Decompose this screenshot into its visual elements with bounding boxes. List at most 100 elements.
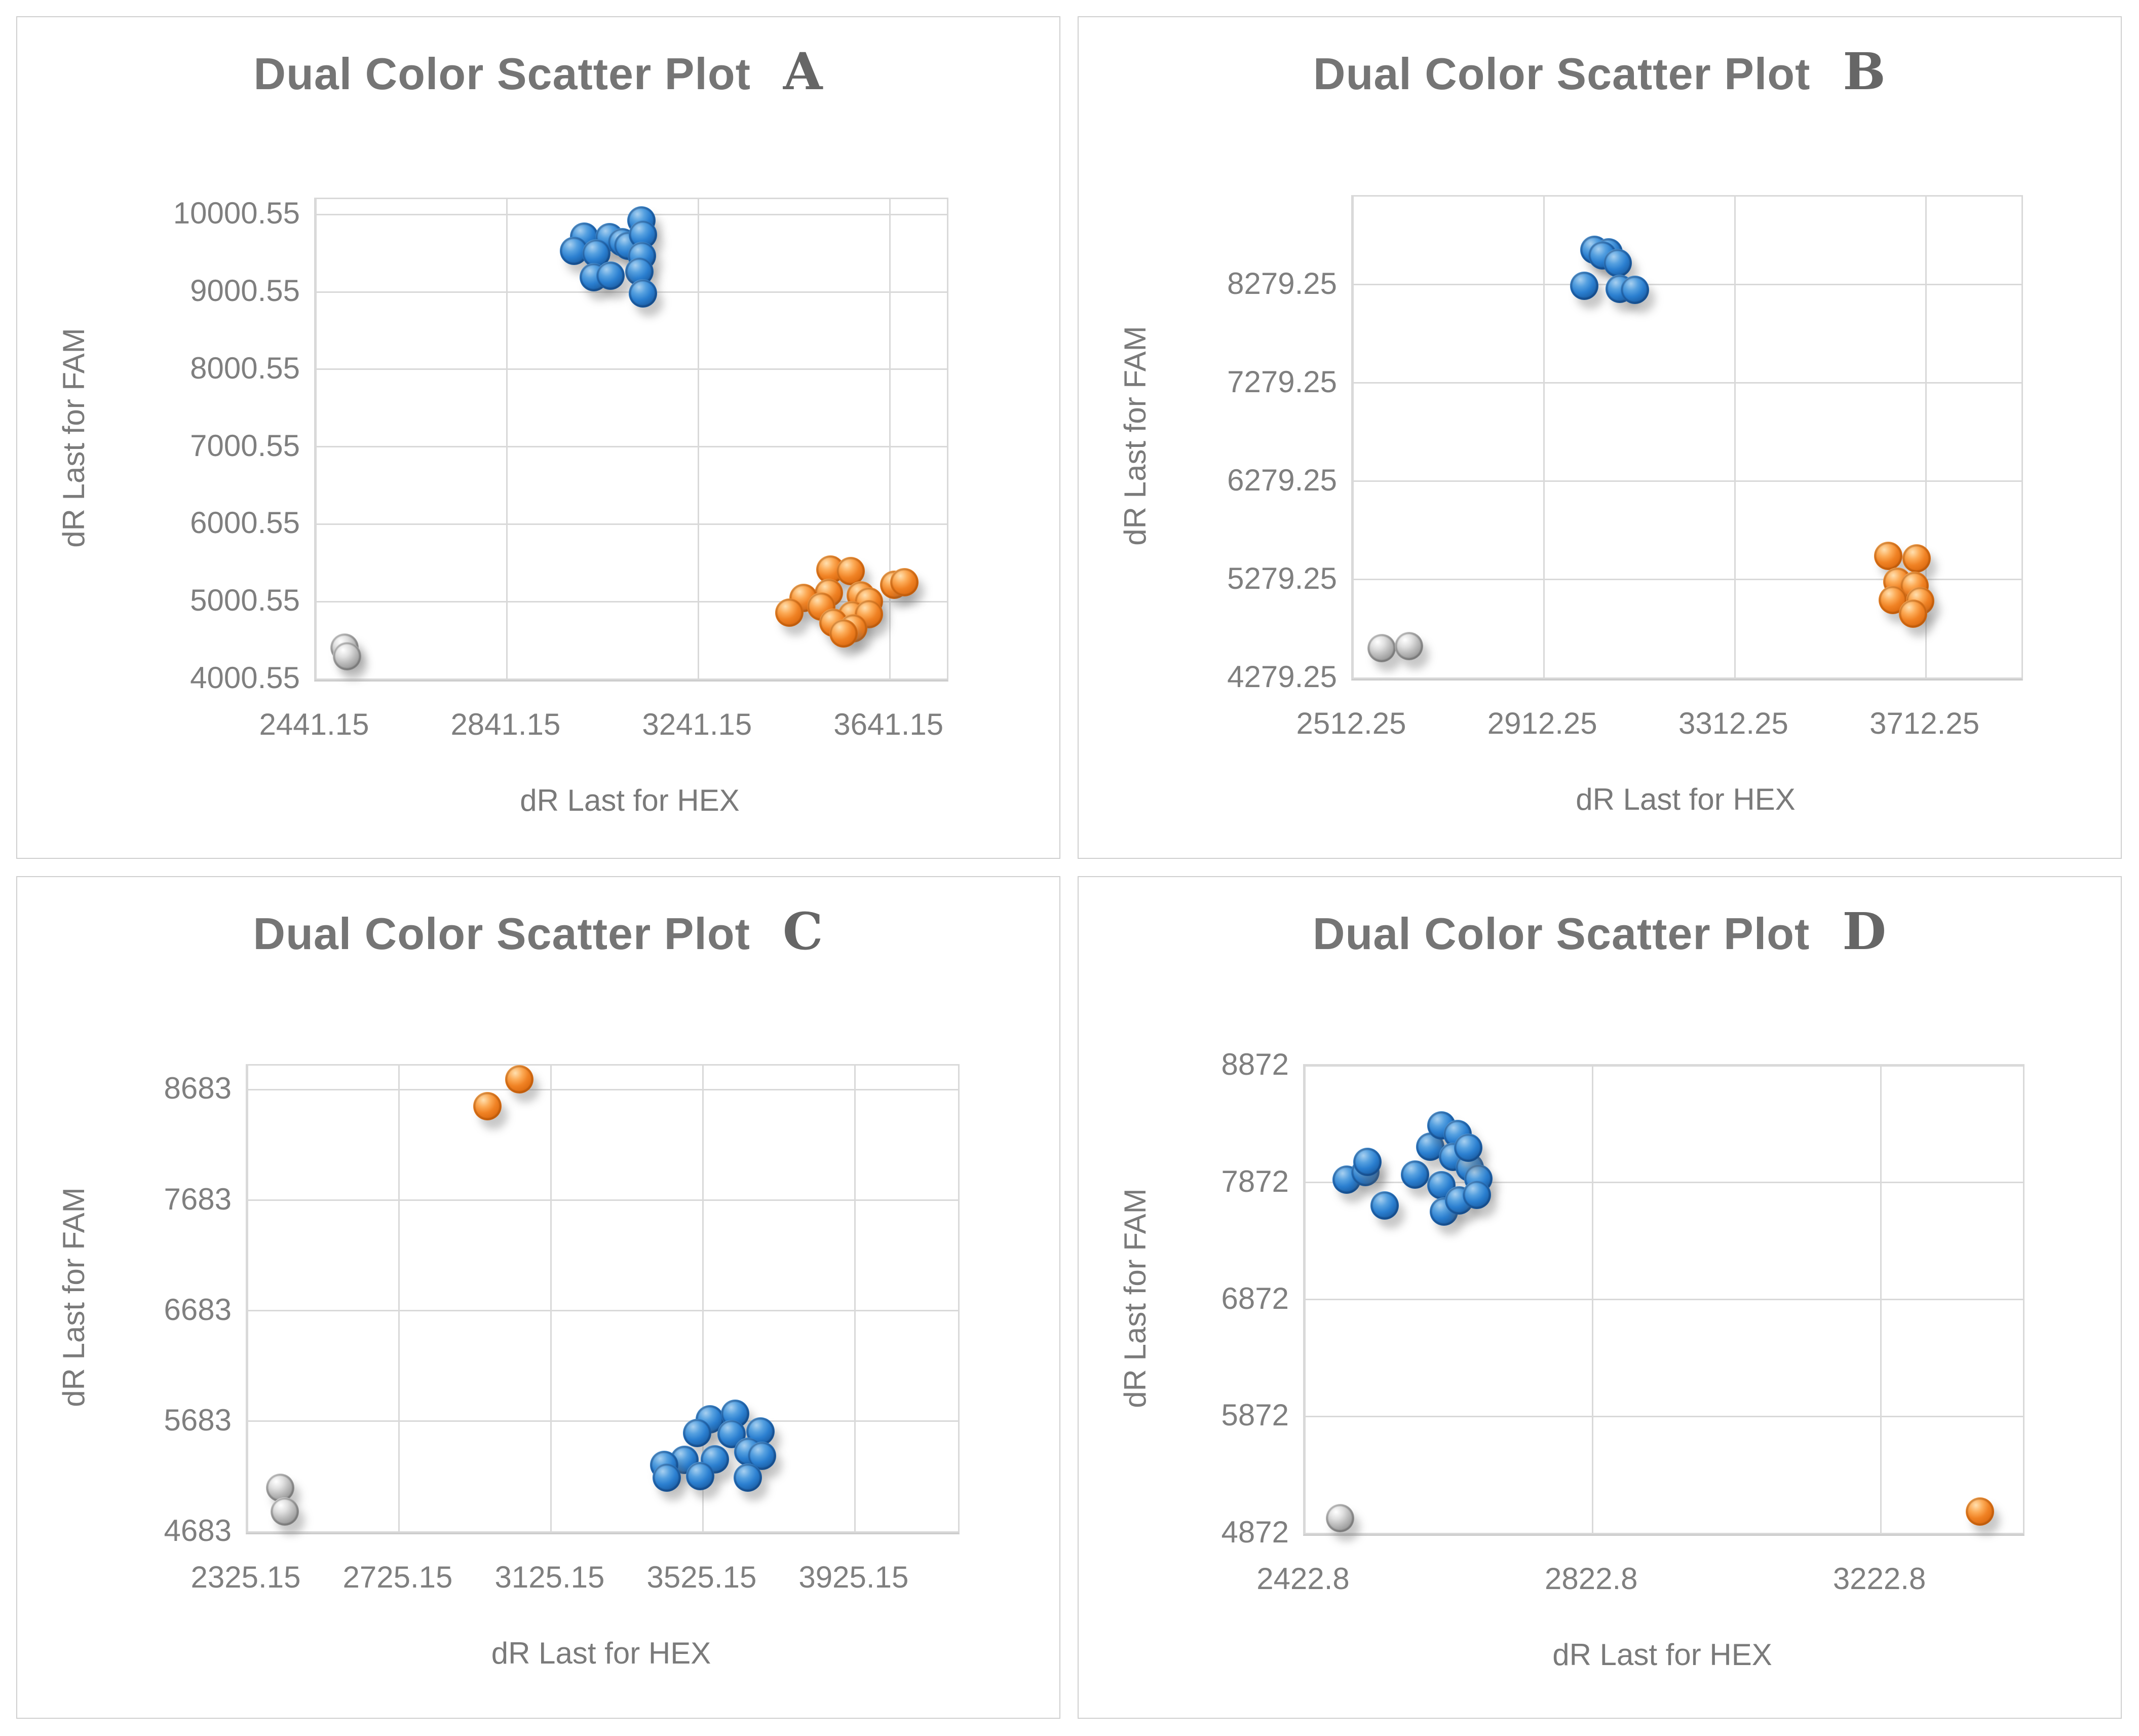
data-point-gray	[266, 1473, 295, 1502]
data-point-orange	[836, 556, 865, 585]
data-point-blue	[1570, 271, 1599, 300]
data-point-blue	[1353, 1148, 1382, 1177]
data-point-orange	[1965, 1497, 1994, 1526]
data-point-orange	[1874, 542, 1902, 571]
horizontal-gridline	[1353, 382, 2021, 384]
horizontal-gridline	[1305, 1299, 2023, 1300]
data-point-blue	[652, 1463, 681, 1492]
data-point-orange	[505, 1065, 533, 1094]
horizontal-gridline	[316, 368, 947, 370]
vertical-gridline	[889, 199, 891, 679]
y-tick-label: 4872	[1221, 1515, 1289, 1549]
y-tick-label: 8683	[164, 1071, 232, 1106]
horizontal-gridline	[1305, 1415, 2023, 1417]
plot-area	[246, 1064, 960, 1534]
horizontal-gridline	[247, 1310, 958, 1312]
x-tick-label: 3312.25	[1678, 706, 1788, 740]
y-tick-label: 7872	[1221, 1164, 1289, 1198]
horizontal-gridline	[1353, 284, 2021, 286]
data-point-blue	[685, 1462, 714, 1491]
y-tick-label: 4683	[164, 1514, 232, 1548]
horizontal-gridline	[1353, 579, 2021, 581]
data-point-blue	[733, 1463, 762, 1492]
horizontal-gridline	[1353, 480, 2021, 482]
plot-area	[1303, 1064, 2025, 1536]
horizontal-gridline	[247, 1531, 958, 1533]
y-tick-label: 5872	[1221, 1398, 1289, 1432]
data-point-blue	[682, 1418, 711, 1447]
y-tick-label: 6683	[164, 1292, 232, 1327]
scatter-plot-panel-b: Dual Color Scatter Plot B dR Last for FAM…	[1078, 16, 2122, 859]
chart-title-text: Dual Color Scatter Plot	[253, 909, 750, 959]
y-tick-label: 8000.55	[190, 351, 300, 385]
x-axis-title: dR Last for HEX	[520, 783, 740, 817]
x-tick-label: 3641.15	[833, 707, 944, 741]
data-point-gray	[1325, 1504, 1354, 1533]
data-point-orange	[775, 598, 804, 627]
data-point-gray	[1367, 634, 1396, 663]
panel-letter: A	[783, 42, 823, 101]
horizontal-gridline	[247, 1088, 958, 1090]
x-tick-label: 3925.15	[798, 1560, 909, 1594]
panel-letter: C	[782, 901, 824, 961]
x-tick-label: 3241.15	[642, 707, 752, 741]
chart-title: Dual Color Scatter Plot B	[1079, 42, 2121, 101]
chart-title: Dual Color Scatter Plot A	[17, 42, 1059, 101]
horizontal-gridline	[1305, 1532, 2023, 1534]
horizontal-gridline	[316, 600, 947, 602]
y-axis-title: dR Last for FAM	[1118, 326, 1152, 546]
x-tick-label: 2512.25	[1296, 706, 1406, 740]
data-point-blue	[1370, 1191, 1399, 1220]
x-tick-label: 3525.15	[646, 1560, 757, 1594]
horizontal-gridline	[1305, 1182, 2023, 1184]
vertical-gridline	[1925, 197, 1927, 678]
vertical-gridline	[854, 1066, 856, 1532]
x-tick-label: 2912.25	[1487, 706, 1597, 740]
horizontal-gridline	[316, 446, 947, 448]
y-tick-label: 10000.55	[173, 196, 300, 231]
horizontal-gridline	[316, 678, 947, 680]
y-axis-title: dR Last for FAM	[57, 327, 91, 548]
data-point-blue	[629, 279, 658, 308]
y-tick-label: 6279.25	[1227, 463, 1337, 497]
plot-area	[314, 198, 948, 682]
y-tick-label: 6000.55	[190, 506, 300, 540]
data-point-blue	[1621, 275, 1650, 304]
chart-title-text: Dual Color Scatter Plot	[1312, 909, 1810, 959]
data-point-orange	[829, 619, 858, 648]
scatter-plot-panel-d: Dual Color Scatter Plot D dR Last for FAM…	[1078, 876, 2122, 1719]
panel-letter: B	[1843, 42, 1886, 101]
y-tick-label: 4279.25	[1227, 660, 1337, 694]
panel-letter: D	[1842, 901, 1887, 961]
data-point-blue	[1603, 249, 1632, 278]
y-tick-label: 8872	[1221, 1047, 1289, 1081]
x-tick-label: 2325.15	[190, 1560, 301, 1594]
chart-title-text: Dual Color Scatter Plot	[253, 49, 751, 99]
horizontal-gridline	[247, 1420, 958, 1422]
x-axis-title: dR Last for HEX	[1576, 782, 1796, 816]
vertical-gridline	[702, 1066, 704, 1532]
data-point-orange	[890, 568, 919, 596]
chart-title: Dual Color Scatter Plot D	[1079, 901, 2121, 961]
horizontal-gridline	[316, 523, 947, 525]
vertical-gridline	[398, 1066, 400, 1532]
y-tick-label: 7683	[164, 1182, 232, 1216]
vertical-gridline	[550, 1066, 552, 1532]
horizontal-gridline	[247, 1199, 958, 1201]
data-point-gray	[271, 1497, 299, 1526]
vertical-gridline	[1543, 197, 1545, 678]
data-point-blue	[1463, 1180, 1492, 1209]
x-tick-label: 3712.25	[1869, 706, 1980, 740]
data-point-orange	[1898, 599, 1927, 628]
scatter-plot-panel-c: Dual Color Scatter Plot C dR Last for FAM…	[16, 876, 1060, 1719]
x-tick-label: 3222.8	[1832, 1562, 1926, 1596]
data-point-blue	[1454, 1133, 1483, 1162]
vertical-gridline	[315, 199, 317, 679]
horizontal-gridline	[1305, 1065, 2023, 1067]
y-tick-label: 5000.55	[190, 583, 300, 618]
scatter-plot-panel-a: Dual Color Scatter Plot A dR Last for FAM…	[16, 16, 1060, 859]
horizontal-gridline	[1353, 677, 2021, 679]
vertical-gridline	[1352, 197, 1354, 678]
data-point-orange	[473, 1091, 502, 1120]
x-tick-label: 3125.15	[494, 1560, 605, 1594]
